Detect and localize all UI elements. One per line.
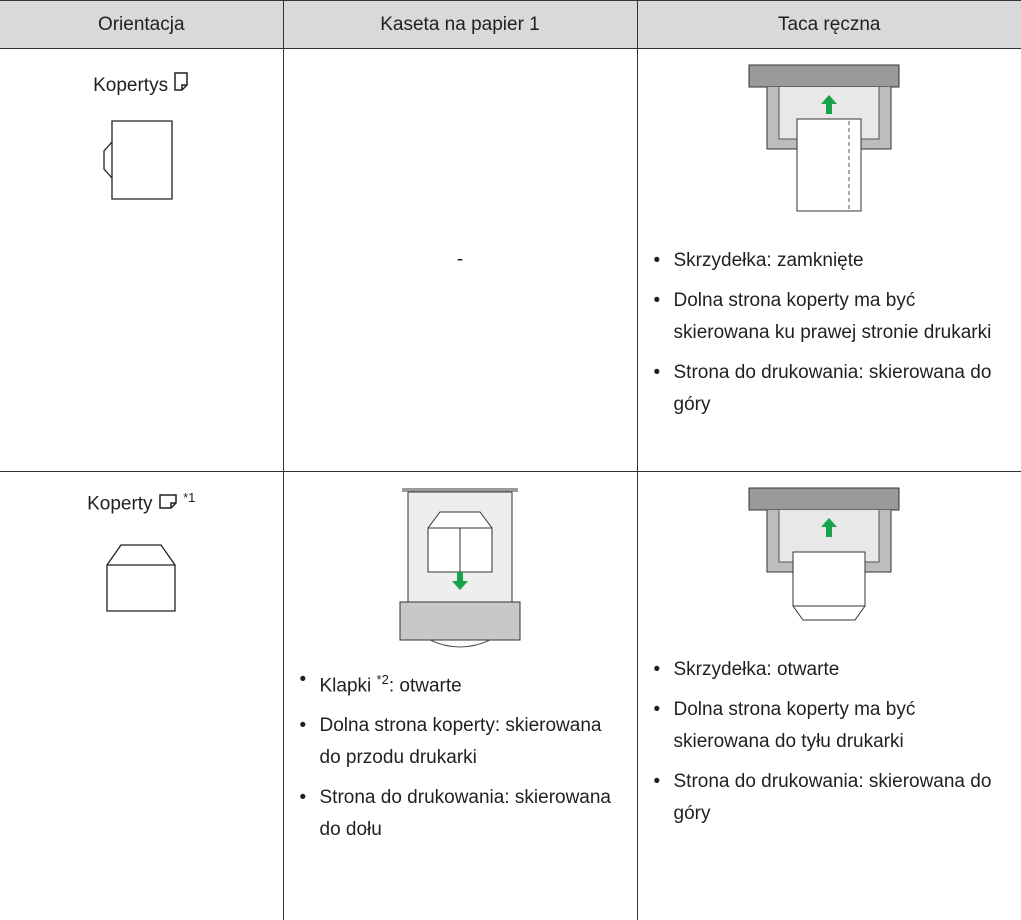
bullet-text: Klapki <box>319 675 372 697</box>
tray-illustration <box>399 488 521 648</box>
bullet-list: Klapki *2: otwarte Dolna strona koperty:… <box>298 664 623 846</box>
bullet: Skrzydełka: otwarte <box>652 654 1008 686</box>
bullet: Dolna strona koperty ma być skierowana k… <box>652 285 1008 349</box>
cell: Koperty *1 <box>0 471 284 920</box>
cell: Skrzydełka: zamknięte Dolna strona koper… <box>636 48 1021 472</box>
cell-text: - <box>456 249 464 270</box>
bullet: Dolna strona koperty ma być skierowana d… <box>652 694 1008 758</box>
bullet-list: Skrzydełka: zamknięte Dolna strona koper… <box>652 245 1008 421</box>
bullet: Dolna strona koperty: skierowana do przo… <box>298 710 623 774</box>
orientation-icon <box>174 72 189 91</box>
cell: Klapki *2: otwarte Dolna strona koperty:… <box>282 471 638 920</box>
cell: Skrzydełka: otwarte Dolna strona koperty… <box>636 471 1021 920</box>
cell: - <box>282 48 638 472</box>
bullet: Strona do drukowania: skierowana do dołu <box>298 782 623 846</box>
header-cell: Kaseta na papier 1 <box>282 0 638 49</box>
row: Koperty *1 Klapki *2: otwarte Dolna stro… <box>0 471 1021 920</box>
envelope-icon <box>106 544 176 612</box>
footnote-ref: *1 <box>183 490 196 505</box>
header-row: Orientacja Kaseta na papier 1 Taca ręczn… <box>0 0 1021 49</box>
header-cell: Taca ręczna <box>636 0 1021 49</box>
header-cell: Orientacja <box>0 0 284 49</box>
row: Kopertys - Skrzydełka: zamknięte Dolna s… <box>0 48 1021 472</box>
bullet-text: : otwarte <box>388 675 462 697</box>
orientation-label: Koperty <box>87 493 153 515</box>
bullet: Strona do drukowania: skierowana do góry <box>652 357 1008 421</box>
cell: Kopertys <box>0 48 284 472</box>
orientation-label: Kopertys <box>93 75 169 96</box>
bullet-list: Skrzydełka: otwarte Dolna strona koperty… <box>652 654 1008 830</box>
bullet: Klapki *2: otwarte <box>298 664 623 702</box>
bypass-illustration <box>748 487 900 621</box>
bullet: Strona do drukowania: skierowana do góry <box>652 766 1008 830</box>
orientation-icon <box>159 494 177 510</box>
bullet: Skrzydełka: zamknięte <box>652 245 1008 277</box>
footnote-ref: *2 <box>376 672 389 687</box>
bypass-illustration <box>748 64 900 212</box>
envelope-icon <box>103 120 173 200</box>
